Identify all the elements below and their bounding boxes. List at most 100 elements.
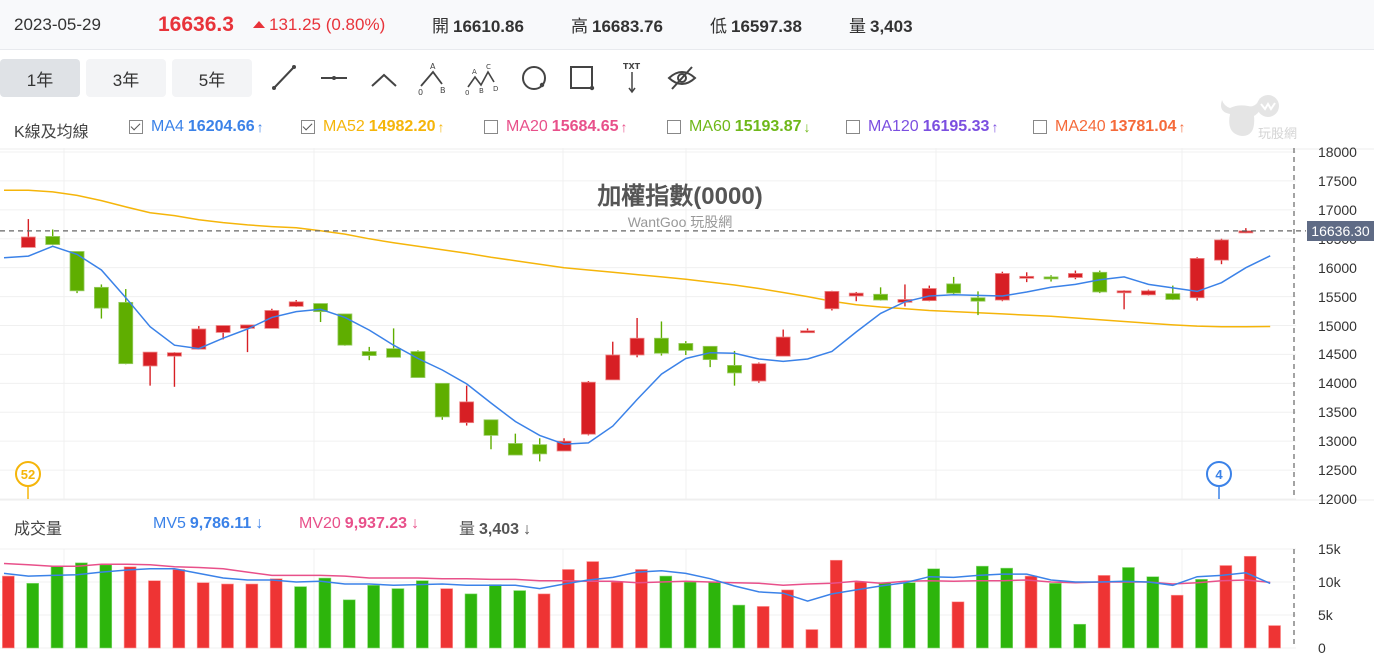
- ma60-toggle[interactable]: MA60 15193.87 ↓: [667, 118, 811, 136]
- volume-tick-label: 15k: [1318, 541, 1341, 557]
- ma4-toggle[interactable]: MA4 16204.66 ↑: [129, 118, 264, 136]
- low-stat: 低 16597.38: [710, 12, 802, 37]
- range-1y-button[interactable]: 1年: [0, 59, 80, 97]
- mv5-label: MV5: [153, 515, 186, 532]
- range-3y-button[interactable]: 3年: [86, 59, 166, 97]
- low-value: 16597.38: [731, 17, 802, 36]
- y-tick-label: 12500: [1318, 462, 1357, 479]
- y-tick-label: 13500: [1318, 404, 1357, 421]
- hide-eye-icon[interactable]: [664, 61, 700, 95]
- arrow-down-icon: ↓: [411, 515, 420, 532]
- ma120-checkbox[interactable]: [846, 120, 860, 134]
- ma4-label: MA4: [151, 118, 184, 135]
- svg-text:C: C: [486, 63, 491, 71]
- mv20-value: 9,937.23: [344, 515, 408, 532]
- y-tick-label: 15000: [1318, 317, 1357, 334]
- last-price-tag: 16636.30: [1307, 221, 1374, 241]
- ma4-value: 16204.66: [187, 118, 255, 135]
- high-stat: 高 16683.76: [571, 12, 663, 37]
- high-value: 16683.76: [592, 17, 663, 36]
- angle-line-icon[interactable]: [366, 61, 402, 95]
- range-5y-button[interactable]: 5年: [172, 59, 252, 97]
- y-tick-label: 14000: [1318, 375, 1357, 392]
- quote-date: 2023-05-29: [14, 14, 101, 34]
- svg-text:B: B: [440, 86, 446, 95]
- y-tick-label: 17500: [1318, 172, 1357, 189]
- chart-title: 加權指數(0000): [597, 183, 763, 210]
- circle-icon[interactable]: [516, 61, 552, 95]
- open-stat: 開 16610.86: [432, 12, 524, 37]
- price-volume-chart[interactable]: [0, 148, 1374, 657]
- abc-pattern-icon[interactable]: A 0 B: [414, 61, 450, 96]
- arrow-up-icon: ↑: [437, 119, 445, 135]
- price-change: 131.25 (0.80%): [253, 15, 385, 35]
- ma20-checkbox[interactable]: [484, 120, 498, 134]
- ma4-checkbox[interactable]: [129, 120, 143, 134]
- volume-title: 成交量: [14, 521, 63, 538]
- svg-text:玩股網: 玩股網: [1258, 127, 1297, 142]
- volume-value: 3,403: [870, 17, 913, 36]
- up-triangle-icon: [253, 20, 265, 28]
- ma60-label: MA60: [689, 118, 731, 135]
- rectangle-icon[interactable]: [564, 61, 600, 95]
- vol-value: 3,403: [479, 521, 520, 538]
- arrow-up-icon: ↑: [1178, 119, 1186, 135]
- ma60-checkbox[interactable]: [667, 120, 681, 134]
- trend-line-icon[interactable]: [266, 61, 302, 95]
- quote-header: 2023-05-29 16636.3 131.25 (0.80%) 開 16610…: [0, 0, 1374, 50]
- ma52-marker[interactable]: 52: [15, 461, 41, 487]
- wantgoo-logo: 玩股網: [1216, 92, 1298, 144]
- y-tick-label: 17000: [1318, 201, 1357, 218]
- mv20-legend: MV20 9,937.23 ↓: [299, 515, 419, 533]
- chart-subtitle: WantGoo 玩股網: [627, 214, 733, 230]
- horizontal-line-icon[interactable]: [316, 61, 352, 95]
- volume-label: 量: [849, 17, 866, 36]
- ma52-value: 14982.20: [368, 118, 436, 135]
- chart-toolbar: 1年 3年 5年 A 0 B A C 0 B D TXT: [0, 51, 1374, 105]
- volume-stat: 量 3,403: [849, 12, 913, 37]
- volume-legend: 成交量 MV5 9,786.11 ↓ MV20 9,937.23 ↓ 量 3,403 ↓: [0, 508, 1374, 540]
- ma52-toggle[interactable]: MA52 14982.20 ↑: [301, 118, 445, 136]
- text-arrow-icon[interactable]: TXT: [614, 61, 650, 95]
- y-tick-label: 13000: [1318, 433, 1357, 450]
- last-price: 16636.3: [158, 12, 234, 36]
- ma4-marker[interactable]: 4: [1206, 461, 1232, 487]
- svg-text:0: 0: [418, 88, 423, 96]
- mv5-value: 9,786.11: [189, 515, 252, 532]
- svg-text:D: D: [493, 85, 498, 93]
- volume-tick-label: 0: [1318, 640, 1326, 656]
- mv5-legend: MV5 9,786.11 ↓: [153, 515, 263, 533]
- volume-tick-label: 5k: [1318, 607, 1333, 623]
- ma52-checkbox[interactable]: [301, 120, 315, 134]
- y-tick-label: 14500: [1318, 346, 1357, 363]
- legend-title: K線及均線: [14, 124, 89, 141]
- arrow-down-icon: ↓: [255, 515, 264, 532]
- vol-label: 量: [459, 521, 476, 538]
- svg-text:0: 0: [465, 89, 469, 96]
- ma-legend: K線及均線 MA4 16204.66 ↑ MA52 14982.20 ↑ MA20 156…: [0, 112, 1374, 144]
- arrow-up-icon: ↑: [256, 119, 264, 135]
- open-value: 16610.86: [453, 17, 524, 36]
- open-label: 開: [432, 17, 449, 36]
- ma20-value: 15684.65: [551, 118, 619, 135]
- ma240-checkbox[interactable]: [1033, 120, 1047, 134]
- arrow-up-icon: ↑: [620, 119, 628, 135]
- ma120-label: MA120: [868, 118, 919, 135]
- y-tick-label: 18000: [1318, 144, 1357, 160]
- price-change-value: 131.25 (0.80%): [269, 14, 386, 34]
- volume-tick-label: 10k: [1318, 574, 1341, 590]
- ma240-toggle[interactable]: MA240 13781.04 ↑: [1033, 118, 1185, 136]
- ma52-label: MA52: [323, 118, 365, 135]
- ma20-label: MA20: [506, 118, 548, 135]
- y-tick-label: 16000: [1318, 259, 1357, 276]
- svg-text:B: B: [479, 87, 484, 95]
- ma120-value: 16195.33: [922, 118, 990, 135]
- y-tick-label: 12000: [1318, 491, 1357, 507]
- abcd-pattern-icon[interactable]: A C 0 B D: [464, 61, 500, 96]
- ma20-toggle[interactable]: MA20 15684.65 ↑: [484, 118, 628, 136]
- ma120-toggle[interactable]: MA120 16195.33 ↑: [846, 118, 998, 136]
- vol-legend: 量 3,403 ↓: [459, 515, 531, 539]
- high-label: 高: [571, 17, 588, 36]
- svg-text:TXT: TXT: [623, 62, 641, 71]
- ma60-value: 15193.87: [734, 118, 802, 135]
